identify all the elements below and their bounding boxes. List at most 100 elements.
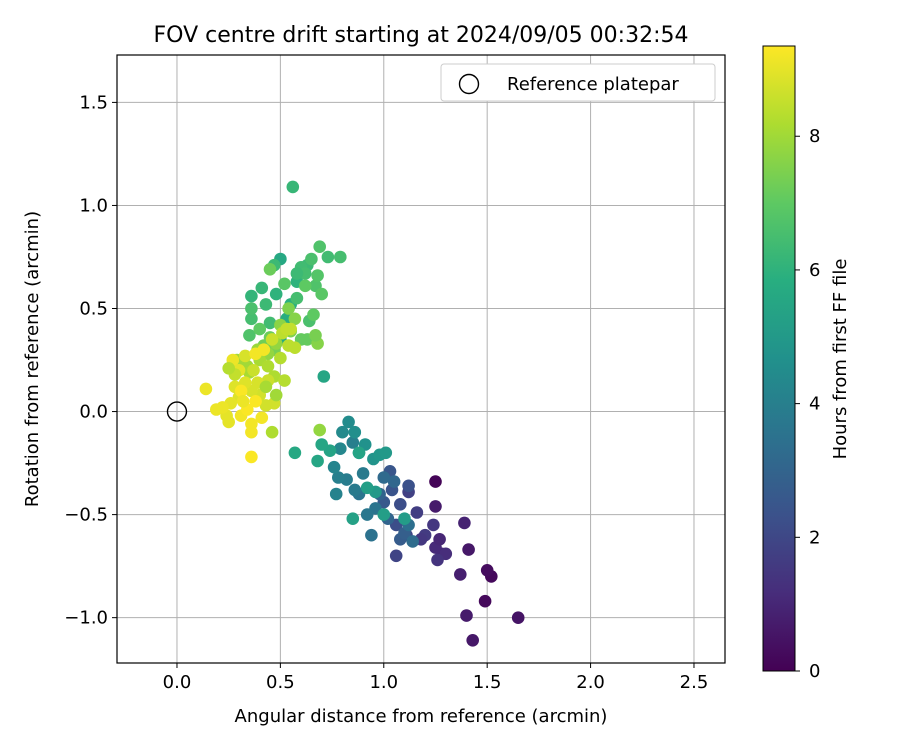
data-point: [433, 533, 446, 546]
x-axis-label: Angular distance from reference (arcmin): [235, 706, 608, 727]
y-tick-label: −0.5: [64, 505, 108, 526]
data-point: [298, 279, 312, 293]
data-point: [334, 442, 347, 456]
colorbar-label: Hours from first FF file: [830, 259, 851, 460]
data-point: [336, 425, 349, 439]
data-point: [346, 436, 360, 449]
data-point: [245, 302, 258, 315]
data-point: [286, 180, 300, 194]
data-point: [282, 302, 295, 315]
data-point: [346, 512, 360, 525]
data-point: [255, 411, 269, 425]
data-point: [255, 281, 269, 295]
data-point: [410, 506, 424, 519]
data-point: [278, 374, 291, 387]
data-point: [360, 481, 374, 495]
data-point: [222, 362, 235, 375]
data-point: [274, 351, 287, 365]
data-point: [478, 594, 492, 608]
data-point: [263, 263, 277, 276]
data-point: [387, 475, 401, 488]
data-point: [458, 516, 471, 530]
data-point: [313, 240, 327, 253]
data-point: [199, 382, 213, 396]
colorbar-tick-label: 4: [809, 394, 820, 415]
y-axis-ticks: −1.0 −0.5 0.0 0.5 1.0 1.5: [64, 92, 117, 629]
data-point: [236, 395, 250, 408]
data-point: [356, 467, 370, 480]
data-point: [290, 267, 304, 280]
data-point: [234, 384, 248, 398]
data-point: [311, 454, 324, 468]
y-tick-label: 1.5: [79, 92, 108, 113]
data-point: [377, 471, 391, 484]
legend-marker-icon: [458, 73, 480, 95]
reference-layer: [166, 401, 188, 422]
y-tick-label: 1.0: [79, 195, 108, 216]
data-point: [311, 269, 324, 282]
data-point: [406, 535, 420, 548]
data-point: [263, 316, 277, 330]
x-tick-label: 2.5: [680, 672, 709, 693]
data-point: [334, 250, 347, 264]
data-point: [243, 329, 256, 342]
data-point: [305, 252, 318, 266]
data-point: [253, 322, 266, 336]
grid-lines: [117, 55, 725, 663]
data-point: [454, 568, 467, 581]
chart-title: FOV centre drift starting at 2024/09/05 …: [154, 23, 689, 48]
data-point: [245, 289, 258, 303]
colorbar-tick-label: 8: [809, 126, 820, 147]
legend-label: Reference platepar: [507, 74, 679, 95]
data-point: [269, 388, 283, 402]
data-point: [348, 425, 362, 439]
data-point: [360, 508, 374, 521]
y-tick-label: −1.0: [64, 608, 108, 629]
data-point: [249, 395, 262, 408]
y-axis-label: Rotation from reference (arcmin): [22, 211, 43, 507]
y-tick-label: 0.0: [79, 402, 108, 423]
data-point: [429, 500, 442, 513]
plot-frame: [116, 54, 726, 664]
x-tick-label: 1.5: [473, 672, 502, 693]
data-point: [389, 549, 403, 563]
data-point: [321, 250, 335, 264]
colorbar-tick-label: 6: [809, 260, 820, 281]
data-point: [466, 634, 480, 647]
data-point: [313, 423, 327, 437]
data-point: [352, 446, 366, 460]
x-tick-label: 0.5: [266, 672, 295, 693]
data-point: [238, 349, 252, 363]
data-point: [394, 498, 407, 511]
data-point: [288, 446, 302, 460]
data-point: [462, 543, 475, 556]
data-point: [315, 438, 329, 451]
data-point: [365, 528, 378, 542]
x-tick-label: 0.0: [163, 672, 192, 693]
data-point: [480, 564, 494, 577]
data-point: [309, 329, 322, 342]
data-point: [278, 277, 291, 291]
data-point: [379, 446, 393, 460]
data-point: [288, 312, 302, 326]
data-point: [247, 364, 260, 377]
data-point: [259, 380, 273, 394]
data-point: [317, 370, 331, 383]
data-point: [427, 518, 440, 532]
data-point: [269, 287, 283, 301]
x-tick-label: 2.0: [576, 672, 605, 693]
data-point: [342, 415, 355, 429]
data-point: [348, 483, 362, 497]
data-point: [245, 450, 258, 464]
data-point: [284, 322, 298, 336]
data-point: [315, 287, 329, 301]
reference-point-marker: [166, 401, 188, 422]
x-axis-ticks: 0.0 0.5 1.0 1.5 2.0 2.5: [163, 663, 709, 693]
colorbar-gradient: [762, 45, 796, 672]
data-point: [265, 425, 279, 439]
data-point: [245, 312, 258, 326]
data-point: [265, 333, 279, 346]
data-point: [222, 415, 235, 429]
